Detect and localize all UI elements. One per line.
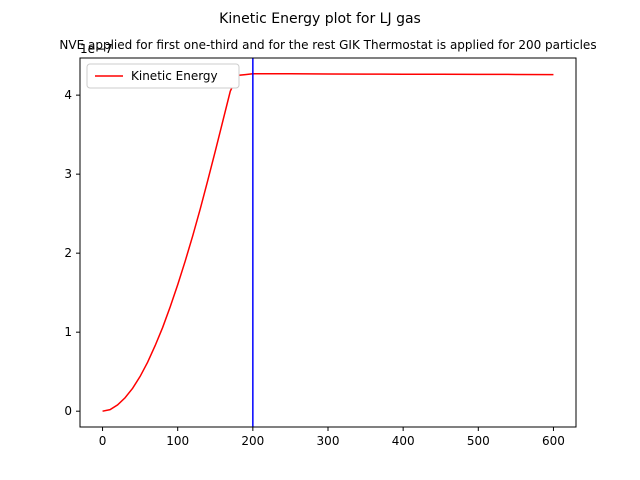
legend: Kinetic Energy: [86, 63, 240, 89]
legend-label-kinetic-energy: Kinetic Energy: [131, 69, 218, 83]
legend-box: [86, 63, 240, 89]
x-tick-label: 500: [467, 434, 490, 448]
y-scale-label: 1e−7: [80, 42, 113, 56]
plot-area: 0 100 200 300 400 500 600 0 1 2 3 4: [64, 57, 577, 448]
y-tick-label: 3: [64, 167, 72, 181]
x-tick-label: 200: [241, 434, 264, 448]
y-tick-label: 0: [64, 404, 72, 418]
axes-frame: [79, 57, 577, 428]
x-tick-label: 400: [392, 434, 415, 448]
y-tick-label: 4: [64, 88, 72, 102]
x-tick-label: 600: [542, 434, 565, 448]
y-tick-label: 2: [64, 246, 72, 260]
x-tick-label: 100: [166, 434, 189, 448]
chart-title: Kinetic Energy plot for LJ gas: [219, 11, 421, 27]
chart-subtitle: NVE applied for first one-third and for …: [59, 38, 596, 52]
x-tick-label: 0: [99, 434, 107, 448]
y-tick-label: 1: [64, 325, 72, 339]
x-tick-label: 300: [317, 434, 340, 448]
series-line-kinetic-energy: [102, 73, 554, 412]
